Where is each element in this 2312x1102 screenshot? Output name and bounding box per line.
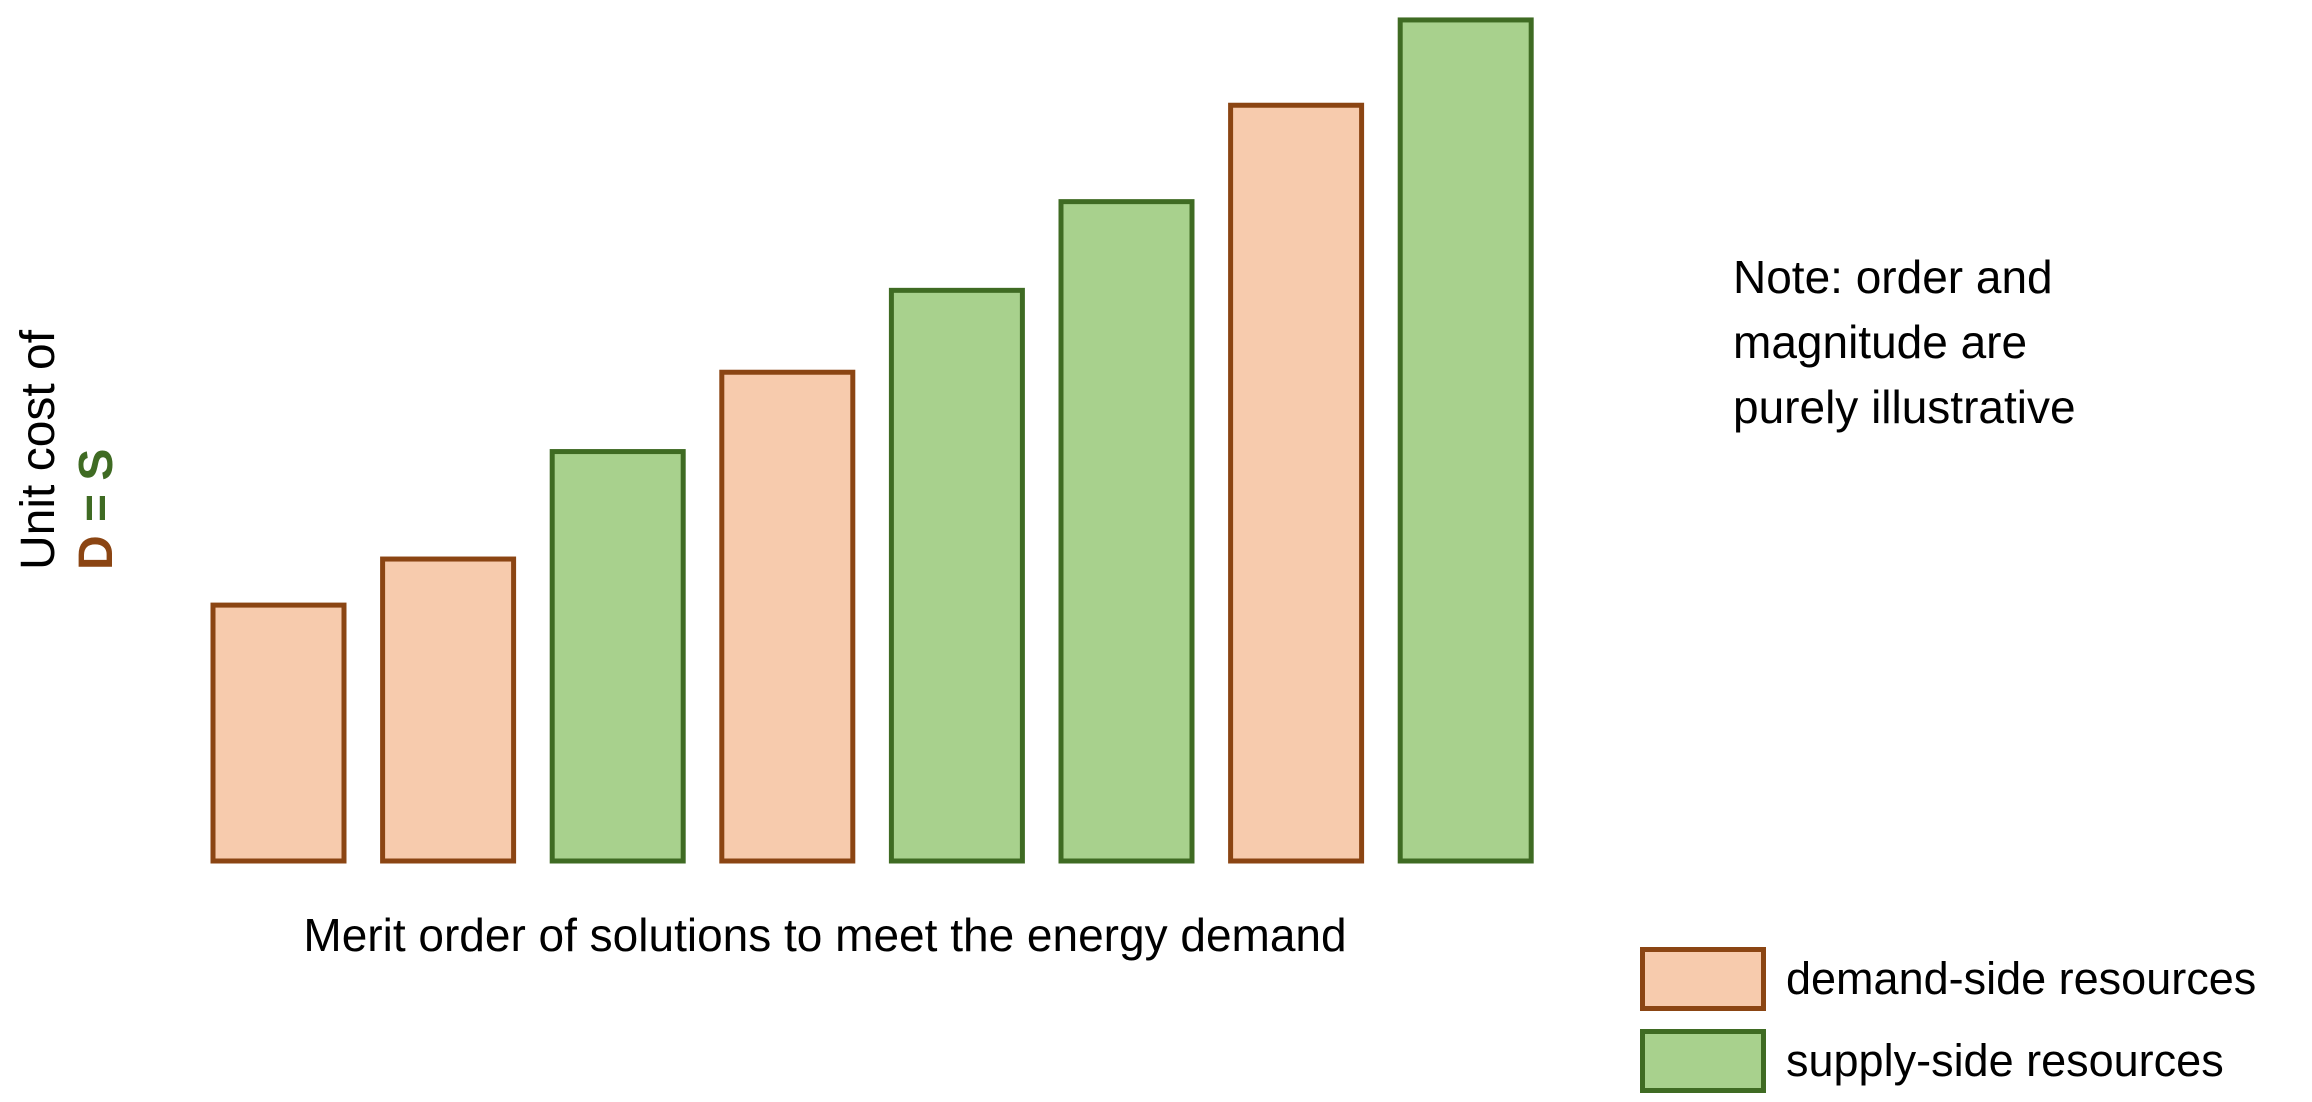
note-line-1: Note: order and [1733, 251, 2053, 303]
supply-bar-8 [1397, 17, 1534, 864]
legend-label-demand: demand-side resources [1786, 953, 2257, 1004]
legend: demand-side resources supply-side resour… [1640, 938, 2256, 1102]
y-axis-label-s: S [70, 448, 123, 481]
y-axis-label-line1: Unit cost of [12, 329, 65, 570]
legend-item-demand: demand-side resources [1640, 938, 2256, 1020]
legend-item-supply: supply-side resources [1640, 1020, 2256, 1102]
x-axis-label: Merit order of solutions to meet the ene… [303, 909, 1347, 961]
y-axis-label-line2: D = S [68, 330, 126, 570]
demand-bar-1 [210, 602, 347, 864]
demand-bar-4 [719, 369, 856, 864]
legend-label-supply: supply-side resources [1786, 1035, 2224, 1086]
demand-bar-2 [380, 556, 517, 864]
legend-swatch-demand [1640, 947, 1766, 1011]
supply-bar-5 [888, 287, 1025, 864]
demand-bar-7 [1228, 102, 1365, 864]
y-axis-label-d: D [70, 535, 123, 570]
chart-note: Note: order and magnitude are purely ill… [1733, 245, 2076, 440]
note-line-2: magnitude are [1733, 316, 2028, 368]
legend-swatch-supply [1640, 1029, 1766, 1093]
note-line-3: purely illustrative [1733, 381, 2076, 433]
supply-bar-6 [1058, 199, 1195, 864]
y-axis-label-equals: = [70, 480, 123, 536]
supply-bar-3 [549, 449, 686, 864]
